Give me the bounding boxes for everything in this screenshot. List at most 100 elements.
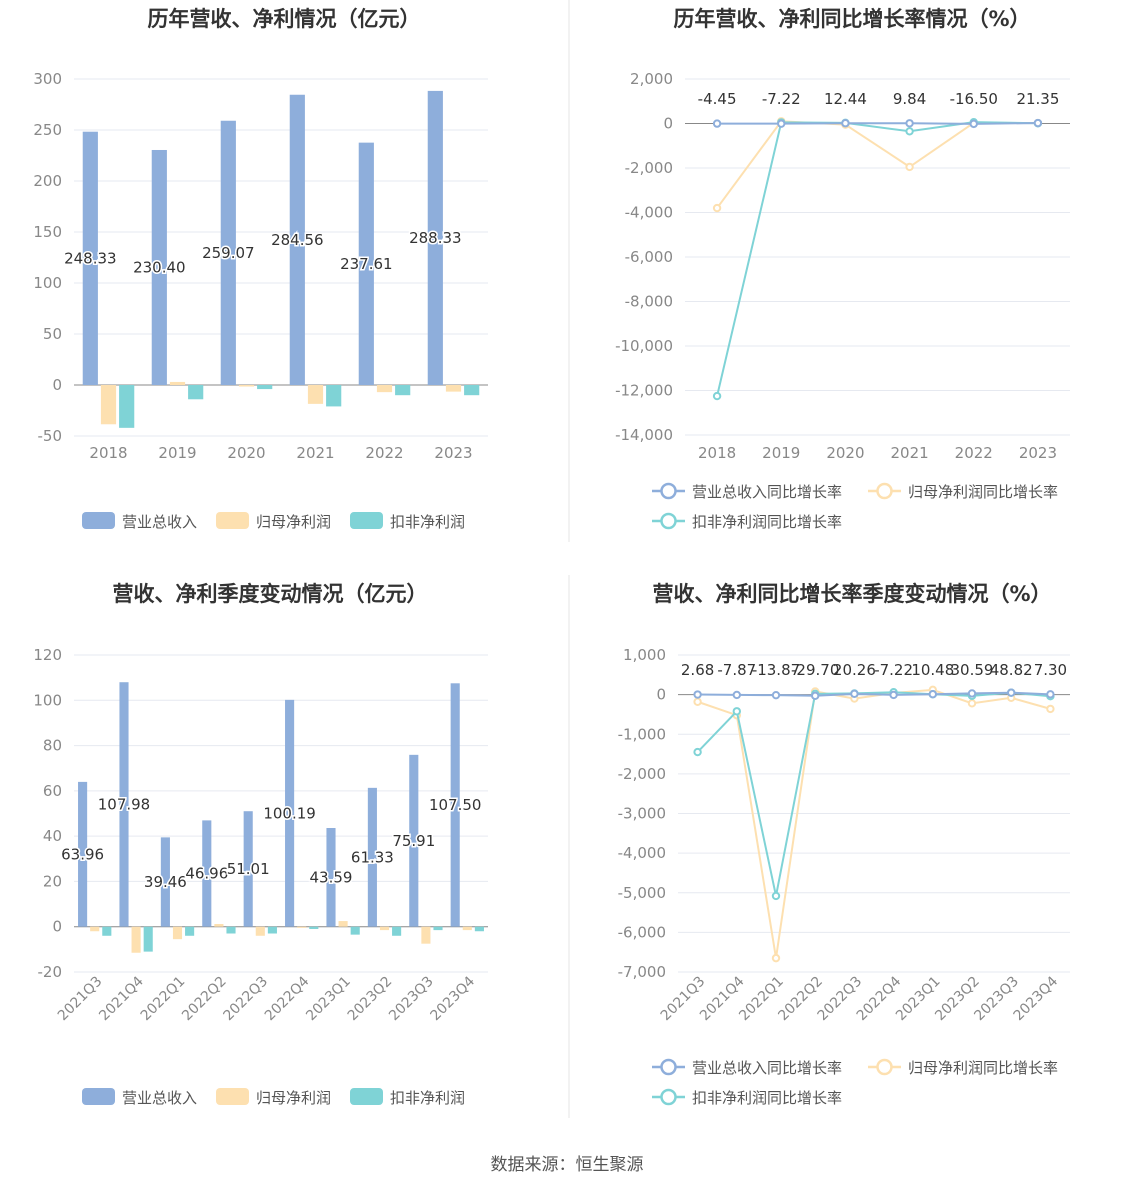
bar-deducted-profit (464, 385, 480, 396)
data-label: 30.59 (951, 661, 994, 679)
bar-net-profit (214, 923, 224, 927)
data-label: 237.61 (340, 255, 393, 273)
x-tick-label: 2023Q2 (345, 974, 396, 1025)
data-label: 39.46 (144, 873, 187, 891)
series-point (693, 690, 702, 699)
bar-net-profit (338, 921, 348, 927)
y-tick-label: 0 (663, 115, 673, 133)
legend-item: 营业总收入 (82, 1088, 197, 1107)
bar-deducted-profit (257, 385, 273, 390)
legend-item: 归母净利润 (216, 512, 331, 531)
bar-revenue (243, 811, 253, 927)
bar-revenue (160, 837, 170, 927)
legend-swatch (82, 512, 115, 529)
series-line-net-profit (697, 688, 1051, 959)
bar-deducted-profit (433, 926, 443, 931)
x-tick-label: 2021 (296, 444, 334, 462)
bar-deducted-profit (188, 385, 204, 400)
data-label: -13.87 (752, 661, 800, 679)
data-label: 107.98 (98, 795, 151, 813)
series-point (1033, 118, 1043, 128)
legend-label: 扣非净利润同比增长率 (692, 1089, 842, 1107)
legend-swatch (216, 1088, 249, 1105)
quarterly-revenue-profit-chart: 营收、净利季度变动情况（亿元）120100806040200-202021Q32… (33, 582, 488, 1107)
x-tick-label: 2023Q3 (386, 974, 437, 1025)
bar-revenue (289, 94, 305, 385)
legend-item: 扣非净利润 (350, 1088, 465, 1107)
legend-marker (660, 1058, 677, 1076)
data-label: 248.33 (64, 249, 117, 267)
x-tick-label: 2018 (89, 444, 127, 462)
y-tick-label: 60 (43, 782, 62, 800)
series-point (967, 689, 977, 698)
series-point (771, 953, 781, 963)
series-point (693, 697, 702, 706)
data-label: 12.44 (824, 90, 867, 108)
y-tick-label: -6,000 (618, 923, 666, 941)
bar-deducted-profit (326, 385, 342, 407)
data-source-footer: 数据来源：恒生聚源 (490, 1155, 644, 1175)
legend-item: 归母净利润同比增长率 (868, 482, 1058, 501)
bar-revenue (367, 787, 377, 927)
x-tick-label: 2023Q4 (428, 973, 479, 1024)
bar-deducted-profit (119, 385, 135, 428)
series-point (1007, 688, 1016, 697)
data-label: 10.48 (911, 661, 954, 679)
x-tick-label: 2021Q4 (96, 973, 147, 1024)
x-tick-label: 2020 (826, 444, 864, 462)
legend-label: 营业总收入同比增长率 (692, 1059, 842, 1077)
y-tick-label: 100 (33, 691, 62, 709)
y-tick-label: -8,000 (625, 293, 673, 311)
legend-label: 营业总收入 (122, 1089, 197, 1107)
y-tick-label: -12,000 (615, 382, 673, 400)
y-tick-label: -2,000 (625, 159, 673, 177)
data-label: 21.35 (1016, 90, 1059, 108)
series-point (712, 203, 722, 213)
legend-marker (876, 1058, 893, 1076)
bar-deducted-profit (309, 926, 319, 929)
x-tick-label: 2023 (1019, 444, 1057, 462)
bar-net-profit (90, 926, 100, 932)
y-tick-label: 150 (33, 223, 62, 241)
bar-deducted-profit (350, 926, 360, 935)
series-point (693, 747, 702, 757)
legend-item: 归母净利润同比增长率 (868, 1058, 1058, 1077)
y-tick-label: -2,000 (618, 765, 666, 783)
legend-item: 归母净利润 (216, 1088, 331, 1107)
series-point (905, 162, 914, 172)
x-tick-label: 2023Q1 (303, 974, 354, 1025)
bar-revenue (326, 828, 336, 927)
data-label: 284.56 (271, 231, 324, 249)
series-point (969, 119, 978, 129)
bar-revenue (358, 142, 374, 385)
x-tick-label: 2022Q2 (179, 974, 230, 1025)
legend-label: 扣非净利润 (390, 513, 465, 531)
bar-revenue (151, 149, 167, 385)
y-tick-label: 40 (43, 827, 62, 845)
y-tick-label: 120 (33, 646, 62, 664)
legend-item: 扣非净利润同比增长率 (652, 512, 842, 531)
bar-deducted-profit (395, 385, 411, 396)
legend-label: 扣非净利润 (390, 1089, 465, 1107)
data-label: 100.19 (263, 804, 316, 822)
y-tick-label: 100 (33, 274, 62, 292)
legend-marker (660, 1088, 677, 1106)
y-tick-label: -6,000 (625, 248, 673, 266)
quarterly-growth-rate-chart: 营收、净利同比增长率季度变动情况（%） 1,000 0 -1,000 -2,000 -3,… (618, 582, 1070, 1107)
data-label: 75.91 (392, 832, 435, 850)
bar-net-profit (169, 381, 186, 385)
bar-revenue (409, 754, 419, 927)
bar-net-profit (100, 385, 117, 425)
bar-revenue (220, 120, 236, 385)
legend-item: 扣非净利润 (350, 512, 465, 531)
bar-net-profit (238, 385, 255, 387)
bar-revenue (450, 683, 460, 927)
x-tick-label: 2019 (158, 444, 196, 462)
y-tick-label: 0 (52, 918, 62, 936)
bar-net-profit (131, 926, 141, 953)
bar-revenue (119, 682, 129, 927)
y-tick-label: 0 (52, 376, 62, 394)
x-tick-label: 2022 (955, 444, 993, 462)
bar-net-profit (379, 926, 390, 931)
